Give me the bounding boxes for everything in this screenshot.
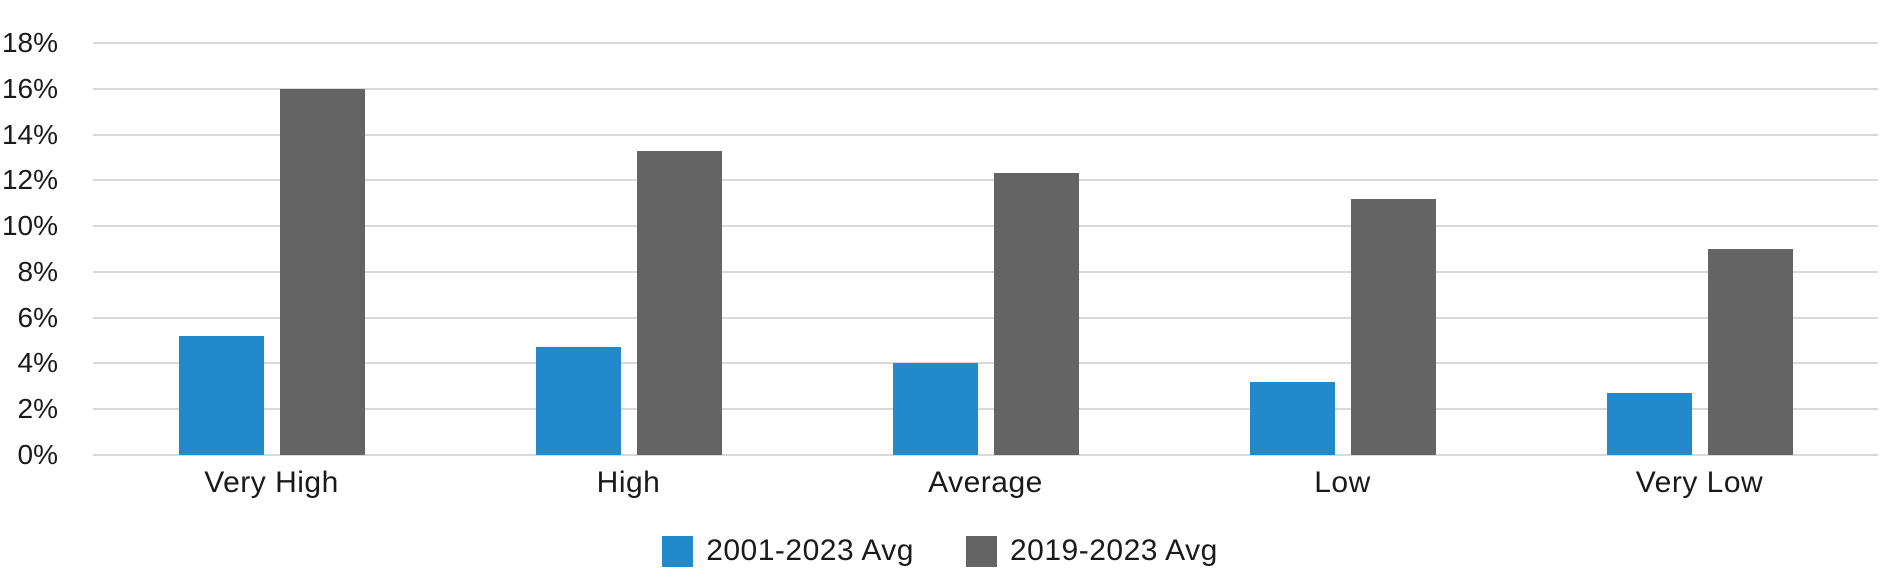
x-axis-label-very-low: Very Low [1635, 466, 1764, 499]
gridline [93, 270, 1878, 273]
gridline [93, 454, 1878, 456]
legend-swatch-2019-2023-avg [966, 535, 997, 567]
legend: 2001-2023 Avg 2019-2023 Avg [0, 534, 1880, 568]
gridline [93, 362, 1878, 365]
y-axis-tick-label: 14% [1, 118, 58, 150]
bar-2001-2023-avg-high [535, 347, 621, 455]
bar-2019-2023-avg-high [636, 150, 722, 455]
legend-label: 2019-2023 Avg [1010, 534, 1218, 567]
gridline [93, 87, 1878, 90]
gridline [93, 133, 1878, 136]
gridline [93, 179, 1878, 182]
y-axis-tick-label: 12% [1, 164, 58, 196]
y-axis-tick-label: 4% [17, 347, 58, 379]
plot-area [93, 42, 1878, 456]
bar-2019-2023-avg-very-high [279, 88, 365, 455]
y-axis-tick-label: 6% [17, 301, 58, 333]
bar-2019-2023-avg-very-low [1707, 249, 1793, 455]
legend-item-2019-2023-avg: 2019-2023 Avg [966, 534, 1218, 568]
bar-2001-2023-avg-very-low [1606, 393, 1692, 455]
gridline [93, 408, 1878, 411]
legend-swatch-2001-2023-avg [662, 535, 694, 567]
gridline [93, 316, 1878, 319]
y-axis-tick-label: 10% [1, 210, 58, 242]
gridline [93, 225, 1878, 228]
bar-2019-2023-avg-average [993, 173, 1079, 455]
y-axis-tick-label: 2% [17, 393, 58, 425]
y-axis-tick-label: 18% [1, 27, 58, 58]
x-axis-label-low: Low [1314, 466, 1371, 499]
gridline [93, 42, 1878, 44]
legend-item-2001-2023-avg: 2001-2023 Avg [662, 534, 914, 568]
x-axis-label-average: Average [928, 466, 1043, 499]
y-axis-tick-label: 16% [1, 72, 58, 104]
y-axis-tick-label: 8% [17, 255, 58, 287]
bar-2019-2023-avg-low [1350, 198, 1436, 455]
x-axis-label-very-high: Very High [204, 466, 339, 499]
bar-2001-2023-avg-low [1249, 381, 1335, 455]
y-axis-tick-label: 0% [17, 439, 58, 470]
x-axis-label-high: High [596, 466, 661, 499]
legend-label: 2001-2023 Avg [706, 534, 914, 567]
bar-2001-2023-avg-very-high [178, 335, 264, 455]
bar-2001-2023-avg-average [892, 363, 978, 455]
